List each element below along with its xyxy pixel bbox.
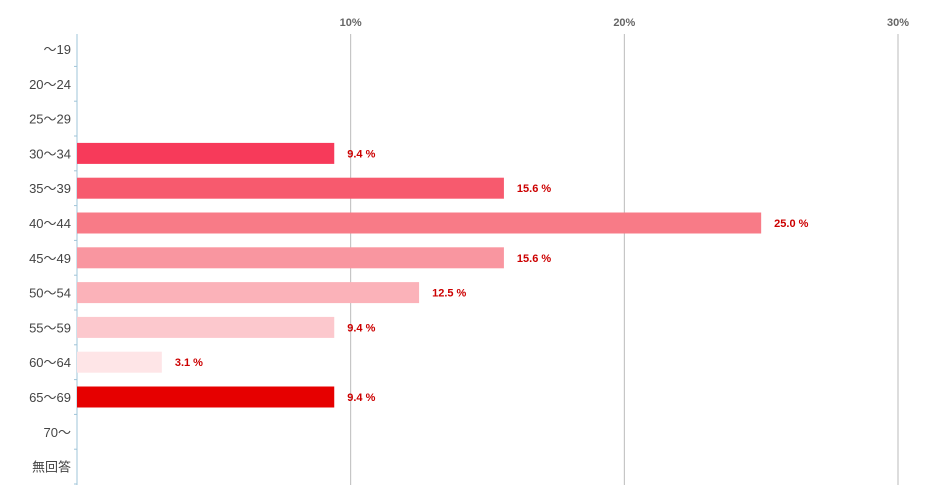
bar xyxy=(77,177,504,199)
category-label: 40〜44 xyxy=(29,216,71,231)
category-label: 50〜54 xyxy=(29,286,71,301)
bar xyxy=(77,316,335,338)
category-label: 55〜59 xyxy=(29,320,71,335)
axis-layer xyxy=(74,34,78,485)
category-label: 65〜69 xyxy=(29,390,71,405)
value-label: 12.5 % xyxy=(432,288,466,300)
value-label: 9.4 % xyxy=(347,322,375,334)
category-label: 〜19 xyxy=(44,42,71,57)
bar xyxy=(77,351,162,373)
value-label: 9.4 % xyxy=(347,392,375,404)
bar xyxy=(77,386,335,408)
bar-layer xyxy=(77,142,762,408)
category-label: 60〜64 xyxy=(29,355,71,370)
x-tick-label: 20% xyxy=(613,17,635,29)
bar xyxy=(77,212,762,234)
category-label: 無回答 xyxy=(32,460,71,475)
label-layer: 10% 20% 30% 〜19 20〜24 25〜29 30〜34 9.4 % 35〜39 15.… xyxy=(29,17,909,475)
category-label: 70〜 xyxy=(44,425,71,440)
value-label: 9.4 % xyxy=(347,148,375,160)
x-tick-label: 10% xyxy=(340,17,362,29)
bar xyxy=(77,282,420,304)
category-label: 25〜29 xyxy=(29,112,71,127)
category-label: 20〜24 xyxy=(29,77,71,92)
value-label: 3.1 % xyxy=(175,357,203,369)
value-label: 15.6 % xyxy=(517,253,551,265)
category-label: 35〜39 xyxy=(29,181,71,196)
category-label: 30〜34 xyxy=(29,146,71,161)
bar xyxy=(77,247,504,269)
value-label: 15.6 % xyxy=(517,183,551,195)
value-label: 25.0 % xyxy=(774,218,808,230)
x-tick-label: 30% xyxy=(887,17,909,29)
category-label: 45〜49 xyxy=(29,251,71,266)
bar xyxy=(77,142,335,164)
